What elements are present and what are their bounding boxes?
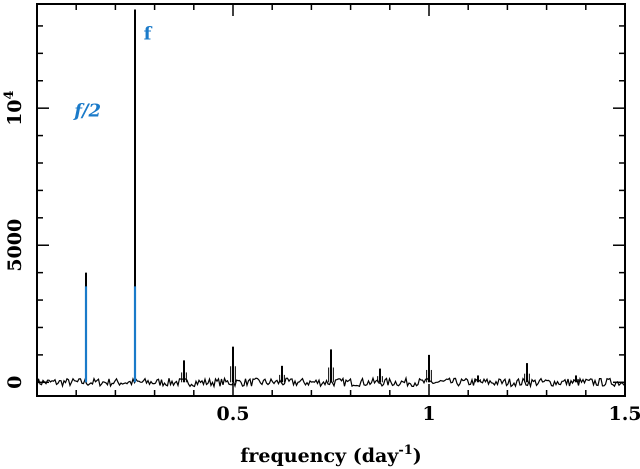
annotation-frequency-label: f (144, 24, 153, 45)
plot-marks (36, 9, 626, 389)
x-tick-label: 1.5 (608, 403, 640, 425)
x-axis-title: frequency (day-1) (240, 443, 422, 467)
axis-ticks (37, 4, 626, 396)
annotation-half-frequency-label: f/2 (72, 100, 101, 121)
plot-frame (36, 3, 626, 397)
x-tick-label: 1 (422, 403, 435, 425)
y-tick-label: 5000 (4, 219, 26, 272)
x-axis-title-close: ) (413, 445, 422, 467)
y-tick-label: 104 (2, 90, 26, 126)
y-tick-label: 0 (4, 376, 26, 389)
annotations: f/2 f (72, 24, 152, 122)
x-tick-label: 0.5 (216, 403, 249, 425)
tick-labels: 0.5 1 1.5 0 5000 104 (2, 90, 640, 425)
x-axis-title-main: frequency (day (240, 445, 399, 467)
x-axis-title-sup: -1 (398, 443, 412, 458)
